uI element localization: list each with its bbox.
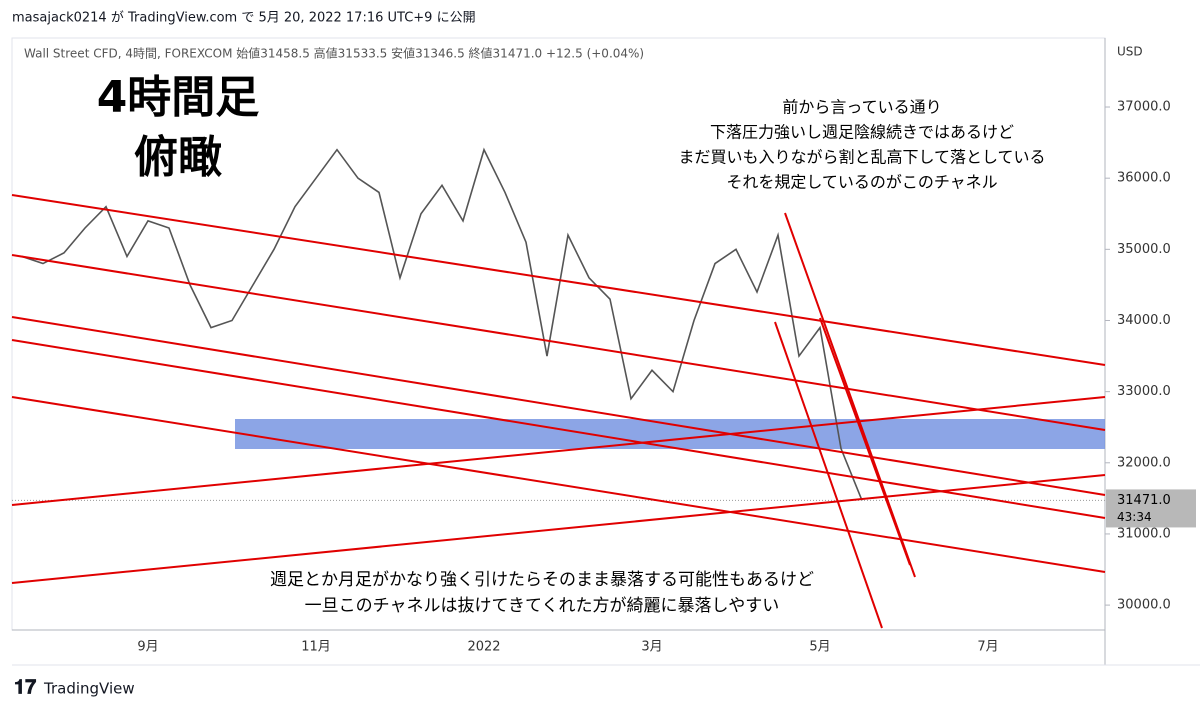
x-tick-label: 9月 bbox=[137, 640, 158, 655]
annotation-line: 一旦このチャネルは抜けてきてくれた方が綺麗に暴落しやすい bbox=[305, 596, 780, 616]
last-price-box bbox=[1106, 489, 1196, 528]
currency: USD bbox=[1117, 45, 1143, 59]
x-tick-label: 11月 bbox=[301, 640, 331, 655]
trend-line bbox=[11, 339, 1106, 519]
y-tick-label: 35000.0 bbox=[1117, 242, 1171, 257]
trend-line bbox=[11, 396, 1106, 506]
header: masajack0214 が TradingView.com で 5月 20, … bbox=[12, 11, 476, 26]
title-line: 4時間足 bbox=[97, 72, 260, 123]
y-tick-label: 36000.0 bbox=[1117, 171, 1171, 186]
trend-line bbox=[11, 474, 1106, 584]
y-tick-label: 32000.0 bbox=[1117, 455, 1171, 470]
y-tick-label: 34000.0 bbox=[1117, 313, 1171, 328]
plot bbox=[12, 106, 1110, 606]
trend-line bbox=[11, 316, 1106, 496]
last-price-label: 31471.0 bbox=[1117, 493, 1171, 508]
trend-lines bbox=[11, 194, 1106, 629]
annotation-bottom: 週足とか月足がかなり強く引けたらそのまま暴落する可能性もあるけど 一旦このチャネ… bbox=[270, 570, 814, 616]
title-line: 俯瞰 bbox=[134, 132, 222, 183]
annotation-line: 週足とか月足がかなり強く引けたらそのまま暴落する可能性もあるけど bbox=[270, 570, 814, 590]
x-tick-label: 2022 bbox=[467, 640, 500, 655]
trend-line bbox=[11, 254, 1106, 431]
footer: TradingView bbox=[43, 680, 135, 698]
trend-line bbox=[11, 396, 1106, 573]
price-line bbox=[21, 147, 863, 501]
x-tick-label: 5月 bbox=[809, 640, 830, 655]
y-tick-label: 30000.0 bbox=[1117, 598, 1171, 613]
y-tick-label: 31000.0 bbox=[1117, 526, 1171, 541]
legend-line: Wall Street CFD, 4時間, FOREXCOM 始値31458.5… bbox=[24, 46, 644, 61]
annotation-line: 下落圧力強いし週足陰線続きではあるけど bbox=[710, 123, 1014, 142]
countdown: 43:34 bbox=[1117, 510, 1152, 524]
trend-line bbox=[784, 212, 916, 578]
annotation-top: 前から言っている通り 下落圧力強いし週足陰線続きではあるけど まだ買いも入りなが… bbox=[678, 98, 1045, 192]
y-tick-label: 33000.0 bbox=[1117, 384, 1171, 399]
tv-logo: 𝟏𝟕 bbox=[14, 675, 36, 699]
annotation-line: まだ買いも入りながら割と乱高下して落としている bbox=[678, 148, 1045, 167]
x-tick-label: 3月 bbox=[641, 640, 662, 655]
trend-line bbox=[11, 194, 1106, 366]
y-tick-label: 37000.0 bbox=[1117, 100, 1171, 115]
annotation-line: それを規定しているのがこのチャネル bbox=[726, 173, 997, 192]
x-tick-label: 7月 bbox=[977, 640, 998, 655]
trend-line bbox=[774, 321, 883, 629]
trend-line bbox=[819, 317, 911, 566]
annotation-line: 前から言っている通り bbox=[782, 98, 941, 117]
